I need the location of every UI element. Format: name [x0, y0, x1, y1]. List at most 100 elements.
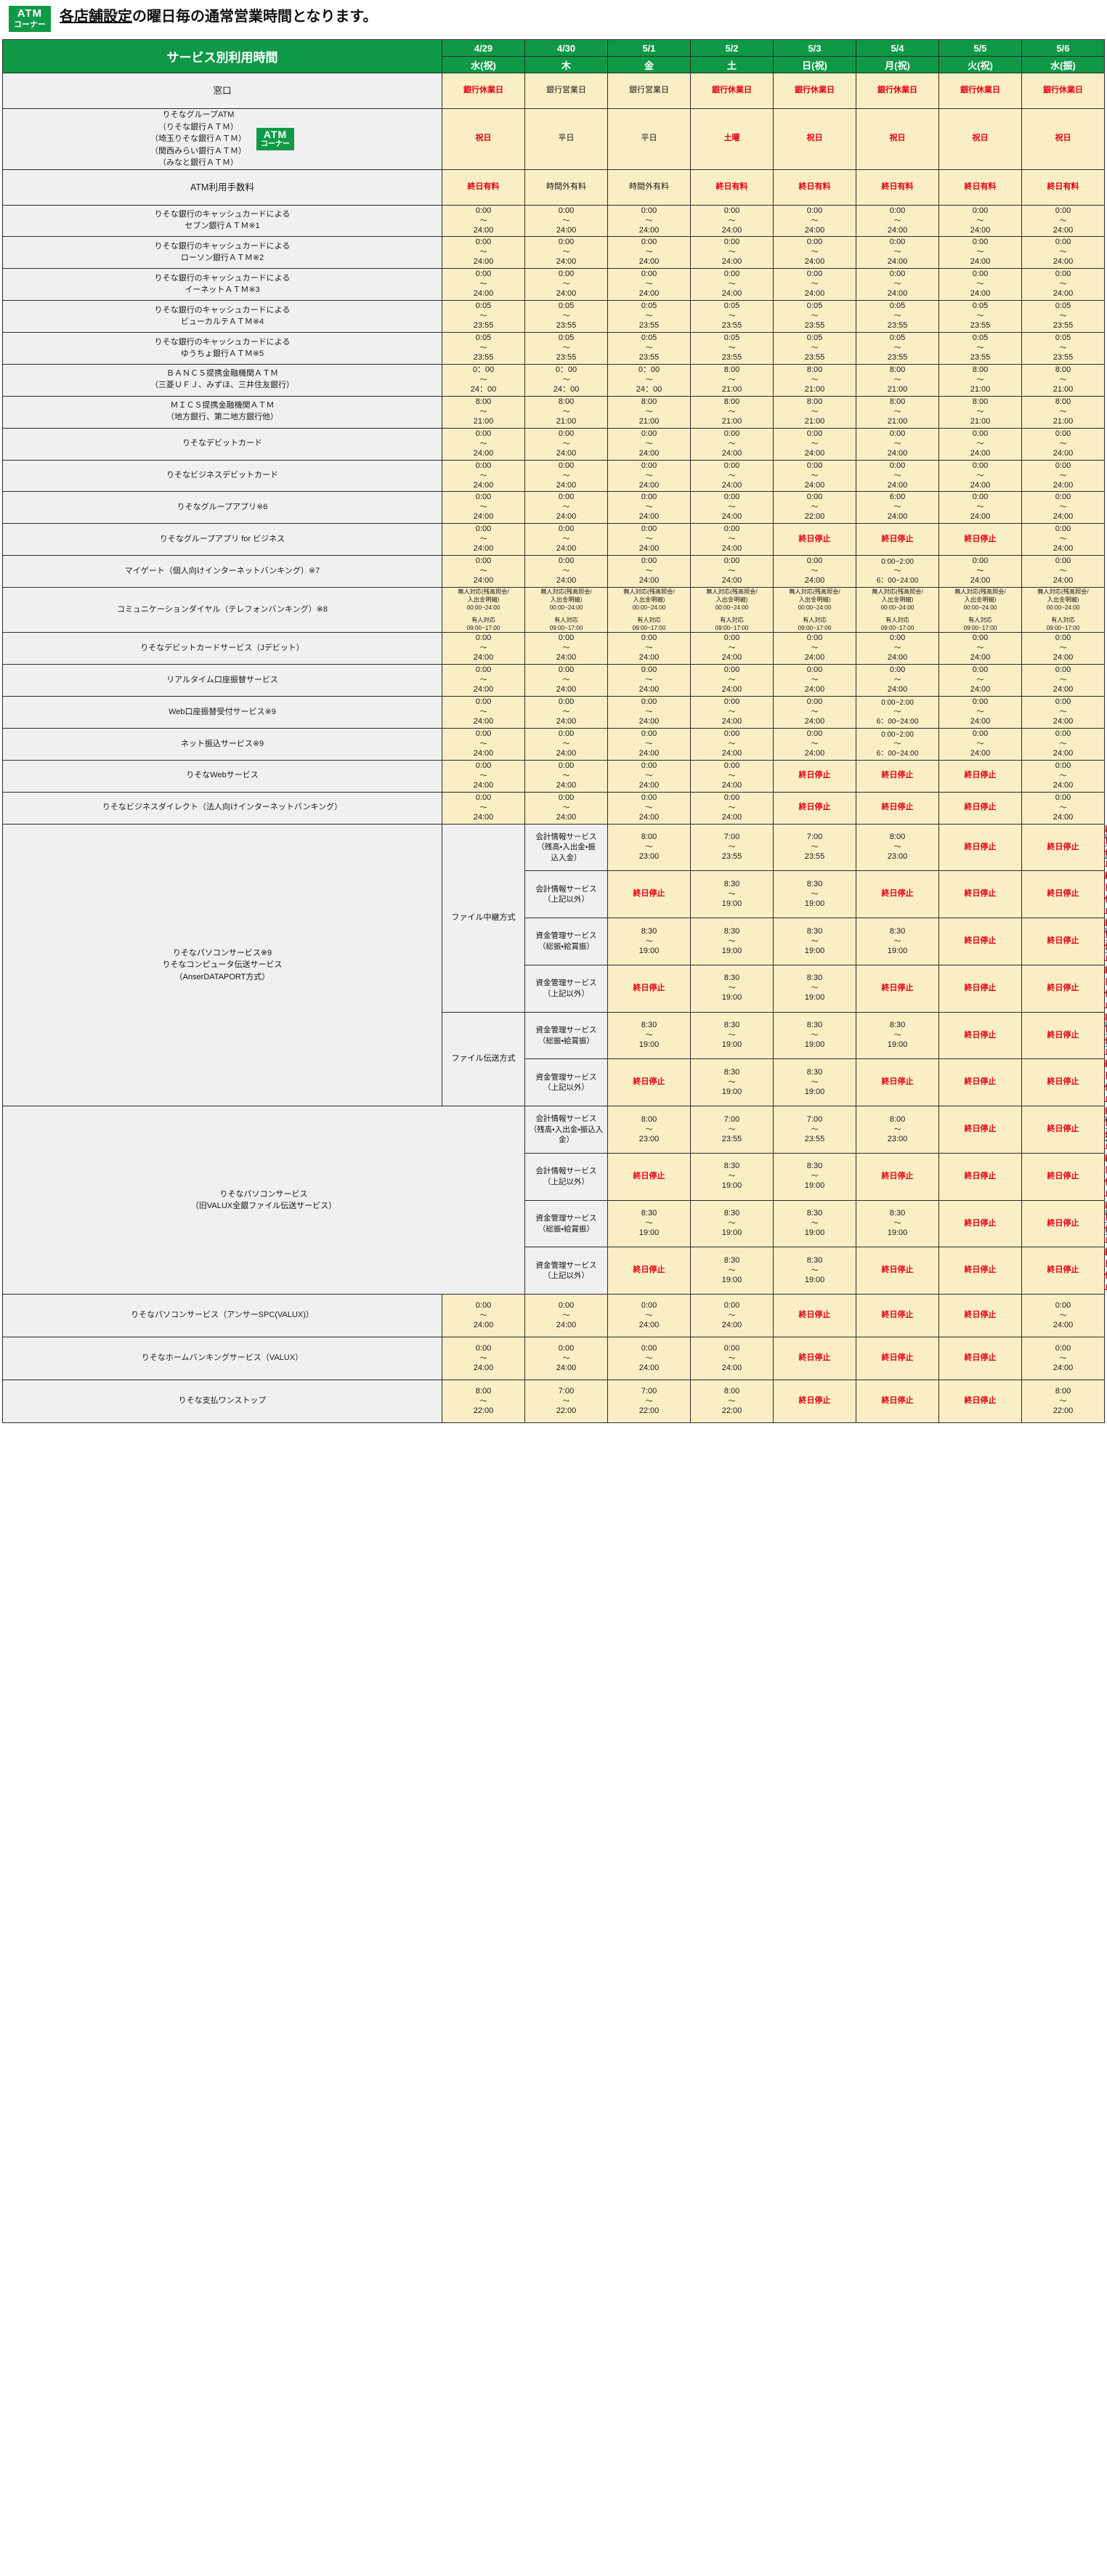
value-cell: 8:00 〜 22:00 — [442, 1380, 525, 1424]
table-row: 資金管理サービス （総振・給賞振） 8:30 〜 19:00 8:30 〜 19:00 8:30… — [3, 918, 1107, 965]
value-cell: 0:00 〜 24:00 — [773, 728, 856, 761]
header-dow-4: 日(祝) — [773, 56, 856, 74]
value-cell: 0:00 〜 24:00 — [442, 555, 525, 588]
table-row: マイゲート（個人向けインターネットバンキング）※7 0:00 〜 24:00 0:00 〜… — [2, 555, 1105, 588]
value-cell: 終日停止 — [856, 523, 939, 556]
value-cell: 0:00 〜 24:00 — [442, 459, 525, 493]
table-row: りそな銀行のキャッシュカードによる ゆうちょ銀行ＡＴＭ※5 0:05 〜 23:55 0:… — [2, 332, 1105, 365]
value-cell: 8:00 〜 21:00 — [1021, 363, 1105, 397]
value-cell: 終日停止 — [607, 1152, 691, 1201]
table-row: りそなデビットカード 0:00 〜 24:00 0:00 〜 24:00 0:00 〜 24:00… — [2, 427, 1105, 461]
value-cell: 0:00 〜 24:00 — [607, 268, 691, 301]
value-cell: 7:00 〜 23:55 — [690, 823, 774, 872]
value-cell: 0:00 〜 24:00 — [1021, 1337, 1105, 1381]
header-dow-5: 月(祝) — [856, 56, 939, 74]
value-cell: 0:00 〜 24:00 — [938, 236, 1022, 270]
row-label: りそなデビットカードサービス（Jデビット） — [2, 632, 442, 665]
value-cell: 終日停止 — [856, 1152, 939, 1201]
value-cell: 0:00 〜 24:00 — [1021, 555, 1105, 588]
value-cell: 0:00 〜 24:00 — [607, 236, 691, 270]
value-cell: 0:00 〜 24:00 — [690, 1294, 774, 1338]
table-row: りそな支払ワンストップ 8:00 〜 22:00 7:00 〜 22:00 7:00 〜 22:0… — [2, 1380, 1105, 1424]
table-row: りそなビジネスダイレクト（法人向けインターネットバンキング） 0:00 〜 24:00… — [2, 791, 1105, 825]
row-label: りそなグループATM （りそな銀行ＡＴＭ） （埼玉りそな銀行ＡＴＭ） （関西みらい銀行… — [2, 108, 442, 170]
value-cell: 8:30 〜 19:00 — [773, 1011, 856, 1060]
value-cell: 8:30 〜 19:00 — [690, 1011, 774, 1060]
row-label: ネット振込サービス※9 — [2, 728, 442, 761]
value-cell: 0:00 〜 24:00 — [524, 236, 608, 270]
table-row: りそなパソコンサービス※9 りそなコンピュータ伝送サービス （AnserDATAPO… — [2, 823, 1107, 1107]
value-cell: 0:00 〜 24:00 — [856, 459, 939, 493]
value-cell: 終日有料 — [938, 169, 1022, 206]
value-cell: 無人対応(残高照会/入出金明細) 00:00~24:00 有人対応 09:00~17:… — [938, 587, 1022, 633]
value-cell: 0:00 〜 24:00 — [690, 728, 774, 761]
value-cell: 0:00 〜 24:00 — [524, 728, 608, 761]
value-cell: 0:00 〜 24:00 — [524, 791, 608, 825]
row-label: りそなパソコンサービス（アンサーSPC(VALUX)） — [2, 1294, 442, 1338]
value-cell: 0:05 〜 23:55 — [1021, 300, 1105, 333]
value-cell: 終日停止 — [938, 1380, 1022, 1424]
table-row: Web口座振替受付サービス※9 0:00 〜 24:00 0:00 〜 24:00 0:00 〜… — [2, 696, 1105, 729]
value-cell: 8:00 〜 23:00 — [607, 823, 691, 872]
value-cell: 0:00 〜 24:00 — [938, 555, 1022, 588]
table-row: りそなビジネスデビットカード 0:00 〜 24:00 0:00 〜 24:00 0:00 〜 2… — [2, 459, 1105, 493]
value-cell: 0:00 〜 24:00 — [938, 491, 1022, 524]
value-cell: 0:00~2:00 〜 6：00~24:00 — [856, 696, 939, 729]
value-cell: 8:00 〜 21:00 — [856, 363, 939, 397]
atm-badge-line2: コーナー — [14, 20, 46, 29]
value-cell: 0:00 〜 24:00 — [1021, 427, 1105, 461]
value-cell: 終日停止 — [773, 1337, 856, 1381]
value-cell: 終日停止 — [856, 870, 939, 919]
value-cell: 終日停止 — [607, 964, 691, 1013]
value-cell: 0:05 〜 23:55 — [607, 300, 691, 333]
value-cell: 7:00 〜 23:55 — [773, 823, 856, 872]
value-cell: 0:00 〜 24:00 — [938, 268, 1022, 301]
table-row: りそなグループアプリ※6 0:00 〜 24:00 0:00 〜 24:00 0:00 〜 24:… — [2, 491, 1105, 524]
value-cell: 終日停止 — [1021, 1058, 1105, 1107]
value-cell: 0:00 〜 24:00 — [607, 555, 691, 588]
value-cell: 0:00 〜 24:00 — [442, 664, 525, 697]
value-cell: 終日停止 — [856, 1247, 939, 1295]
value-cell: 0:00 〜 24:00 — [524, 696, 608, 729]
value-cell: 8:00 〜 21:00 — [690, 363, 774, 397]
value-cell: 8:00 〜 21:00 — [690, 395, 774, 429]
value-cell: 0:00 〜 24:00 — [856, 632, 939, 665]
value-cell: 8:00 〜 21:00 — [938, 363, 1022, 397]
value-cell: 終日有料 — [442, 169, 525, 206]
value-cell: 終日停止 — [938, 1152, 1022, 1201]
table-row: りそな銀行のキャッシュカードによる イーネットＡＴＭ※3 0:00 〜 24:00 0:0… — [2, 268, 1105, 301]
value-cell: 終日停止 — [938, 1058, 1022, 1107]
value-cell: 0:00 〜 24:00 — [856, 664, 939, 697]
value-cell: 8:30 〜 19:00 — [690, 870, 774, 919]
value-cell: 0:00 〜 24:00 — [607, 664, 691, 697]
value-cell: 0:00 〜 24:00 — [1021, 268, 1105, 301]
value-cell: 0:00 〜 24:00 — [607, 204, 691, 238]
value-cell: 銀行休業日 — [773, 73, 856, 110]
table-row: ＭＩＣＳ提携金融機関ＡＴＭ （地方銀行、第二地方銀行他） 8:00 〜 21:00 8:0… — [2, 395, 1105, 429]
value-cell: 0:00 〜 24:00 — [773, 696, 856, 729]
value-cell: 終日停止 — [1021, 1199, 1105, 1248]
value-cell: 終日停止 — [856, 1337, 939, 1381]
value-cell: 時間外有料 — [607, 169, 691, 206]
value-cell: 7:00 〜 22:00 — [524, 1380, 608, 1424]
value-cell: 0:00 〜 24:00 — [1021, 1294, 1105, 1338]
value-cell: 終日停止 — [1021, 870, 1105, 919]
row-label: Web口座振替受付サービス※9 — [2, 696, 442, 729]
table-row: 資金管理サービス （総振・給賞振） 8:30 〜 19:00 8:30 〜 19:00 8:30… — [3, 1199, 1107, 1248]
value-cell: 0:00 〜 24:00 — [607, 696, 691, 729]
value-cell: 終日有料 — [1021, 169, 1105, 206]
row-label: リアルタイム口座振替サービス — [2, 664, 442, 697]
value-cell: 0:00 〜 24:00 — [1021, 664, 1105, 697]
value-cell: 0:00 〜 24:00 — [938, 632, 1022, 665]
value-cell: 0:00 〜 24:00 — [690, 427, 774, 461]
value-cell: 0:00 〜 24:00 — [524, 268, 608, 301]
value-cell: 0:00 〜 24:00 — [1021, 759, 1105, 793]
value-cell: 終日停止 — [1021, 1011, 1105, 1060]
value-cell: 終日停止 — [607, 870, 691, 919]
header-dow-7: 水(振) — [1021, 56, 1105, 74]
value-cell: 8:00 〜 23:00 — [856, 1106, 939, 1154]
value-cell: 0:00 〜 24:00 — [607, 728, 691, 761]
value-cell: 0:00 〜 24:00 — [690, 759, 774, 793]
table-row: りそなデビットカードサービス（Jデビット） 0:00 〜 24:00 0:00 〜 24:0… — [2, 632, 1105, 665]
value-cell: 8:30 〜 19:00 — [773, 1152, 856, 1201]
